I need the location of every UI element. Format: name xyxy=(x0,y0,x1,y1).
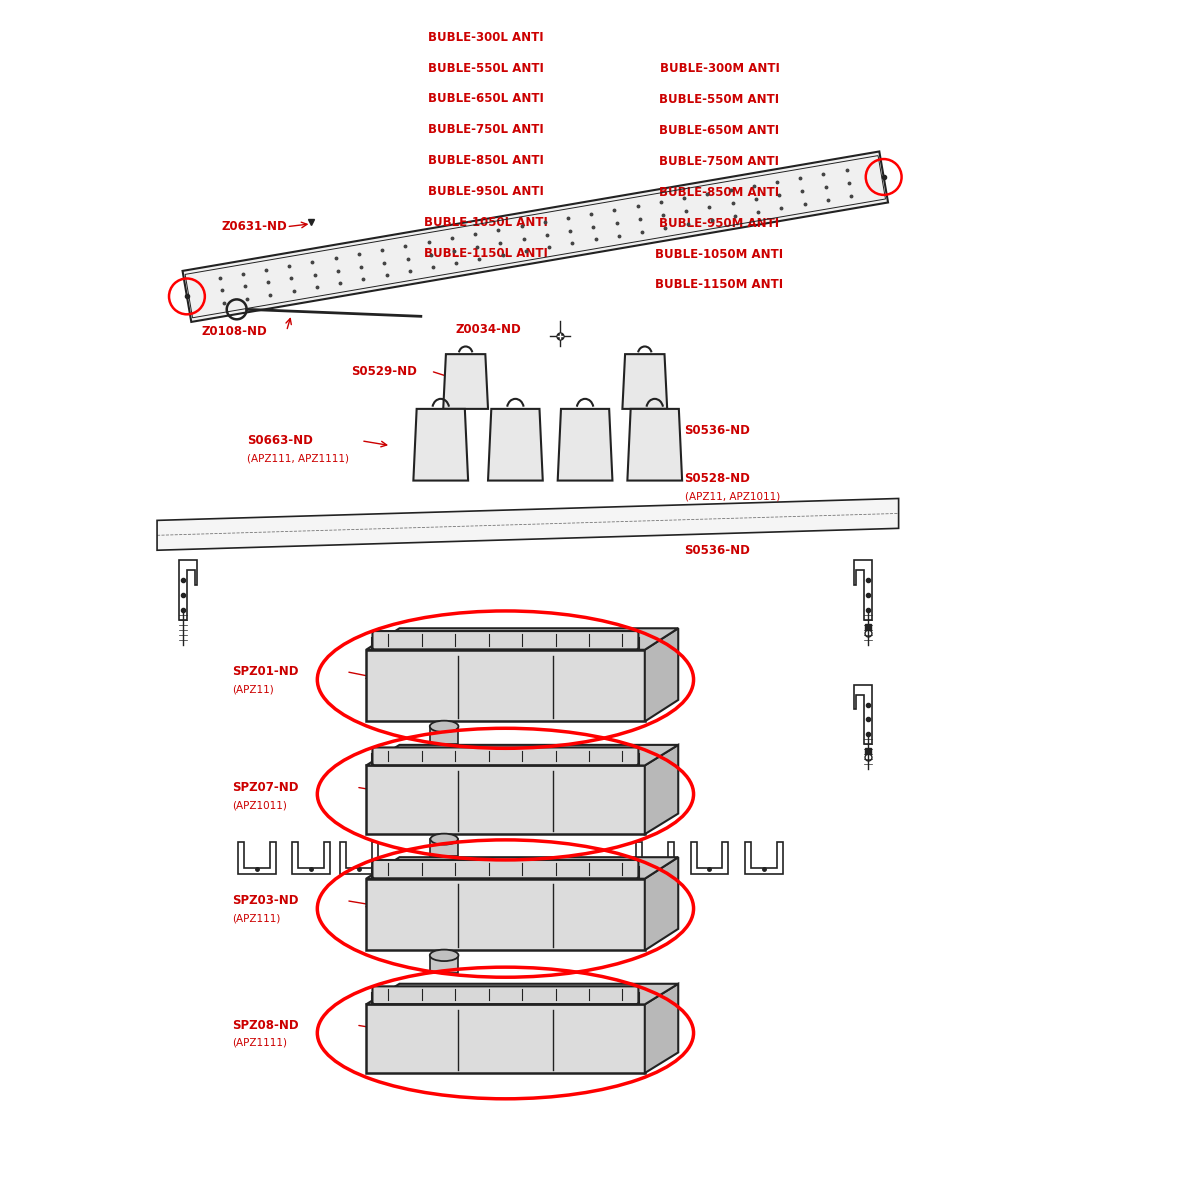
Text: (APZ111): (APZ111) xyxy=(232,913,280,924)
Text: (APZ1111): (APZ1111) xyxy=(232,1038,287,1048)
Ellipse shape xyxy=(430,949,458,961)
Text: BUBLE-950L ANTI: BUBLE-950L ANTI xyxy=(427,185,544,198)
Polygon shape xyxy=(182,151,888,322)
Polygon shape xyxy=(372,754,640,766)
Text: SPZ07-ND: SPZ07-ND xyxy=(232,781,299,793)
Polygon shape xyxy=(366,1004,644,1073)
Text: BUBLE-850L ANTI: BUBLE-850L ANTI xyxy=(427,154,544,167)
Polygon shape xyxy=(372,866,640,878)
Polygon shape xyxy=(366,878,644,950)
Polygon shape xyxy=(558,409,612,480)
Text: BUBLE-650M ANTI: BUBLE-650M ANTI xyxy=(659,125,780,137)
Text: Z0108-ND: Z0108-ND xyxy=(202,325,268,337)
Text: BUBLE-550M ANTI: BUBLE-550M ANTI xyxy=(659,94,780,107)
Polygon shape xyxy=(644,629,678,721)
Text: BUBLE-750L ANTI: BUBLE-750L ANTI xyxy=(427,124,544,137)
Text: BUBLE-300L ANTI: BUBLE-300L ANTI xyxy=(427,31,544,43)
Text: SPZ01-ND: SPZ01-ND xyxy=(232,665,299,678)
Polygon shape xyxy=(366,766,644,834)
Ellipse shape xyxy=(431,834,458,845)
Polygon shape xyxy=(628,409,682,480)
Text: (APZ111, APZ1111): (APZ111, APZ1111) xyxy=(247,454,349,463)
Polygon shape xyxy=(366,745,678,766)
FancyBboxPatch shape xyxy=(372,986,638,1004)
Text: BUBLE-550L ANTI: BUBLE-550L ANTI xyxy=(427,61,544,74)
Polygon shape xyxy=(488,409,542,480)
Polygon shape xyxy=(413,409,468,480)
FancyBboxPatch shape xyxy=(372,631,638,649)
FancyBboxPatch shape xyxy=(372,748,638,766)
Text: S0663-ND: S0663-ND xyxy=(247,434,312,448)
Polygon shape xyxy=(430,955,458,972)
Text: Z0034-ND: Z0034-ND xyxy=(456,323,522,336)
Polygon shape xyxy=(366,649,644,721)
Text: BUBLE-1150M ANTI: BUBLE-1150M ANTI xyxy=(655,278,784,292)
Polygon shape xyxy=(366,857,678,878)
Polygon shape xyxy=(430,726,458,744)
Text: SPZ03-ND: SPZ03-ND xyxy=(232,894,299,907)
Text: BUBLE-1050M ANTI: BUBLE-1050M ANTI xyxy=(655,247,784,260)
Polygon shape xyxy=(372,992,640,1004)
Polygon shape xyxy=(443,354,488,409)
Text: BUBLE-1050L ANTI: BUBLE-1050L ANTI xyxy=(424,216,547,229)
FancyBboxPatch shape xyxy=(372,860,638,878)
Text: BUBLE-1150L ANTI: BUBLE-1150L ANTI xyxy=(424,247,547,259)
Text: BUBLE-750M ANTI: BUBLE-750M ANTI xyxy=(660,155,780,168)
Text: Z0631-ND: Z0631-ND xyxy=(222,221,288,233)
Text: BUBLE-950M ANTI: BUBLE-950M ANTI xyxy=(659,217,780,229)
Polygon shape xyxy=(431,839,458,856)
Polygon shape xyxy=(644,745,678,834)
Text: BUBLE-300M ANTI: BUBLE-300M ANTI xyxy=(660,62,779,76)
Polygon shape xyxy=(623,354,667,409)
Text: (APZ1011): (APZ1011) xyxy=(232,800,287,810)
Text: SPZ08-ND: SPZ08-ND xyxy=(232,1019,299,1032)
Text: (APZ11): (APZ11) xyxy=(232,684,274,695)
Polygon shape xyxy=(366,629,678,649)
Polygon shape xyxy=(644,984,678,1073)
Text: (APZ11, APZ1011): (APZ11, APZ1011) xyxy=(685,492,780,502)
Polygon shape xyxy=(366,984,678,1004)
Polygon shape xyxy=(157,498,899,551)
Polygon shape xyxy=(644,857,678,950)
Text: BUBLE-650L ANTI: BUBLE-650L ANTI xyxy=(427,92,544,106)
Text: S0529-ND: S0529-ND xyxy=(352,365,418,378)
Text: S0536-ND: S0536-ND xyxy=(685,425,750,437)
Text: S0536-ND: S0536-ND xyxy=(685,544,750,557)
Text: S0528-ND: S0528-ND xyxy=(685,472,750,485)
Text: BUBLE-850M ANTI: BUBLE-850M ANTI xyxy=(659,186,780,199)
Ellipse shape xyxy=(430,721,458,732)
Polygon shape xyxy=(372,638,640,649)
